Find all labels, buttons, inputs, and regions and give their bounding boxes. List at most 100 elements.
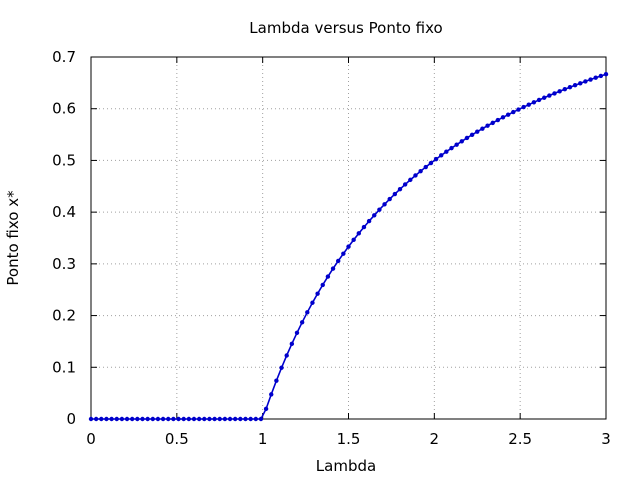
data-point: [258, 416, 264, 422]
data-point: [593, 75, 598, 80]
data-point: [145, 416, 150, 422]
data-point: [366, 218, 372, 224]
grid: [91, 57, 606, 419]
data-point: [160, 416, 166, 422]
data-point: [114, 416, 119, 422]
data-point: [88, 416, 94, 422]
data-point: [511, 109, 516, 115]
data-point: [166, 416, 171, 422]
data-point: [336, 258, 341, 264]
data-point: [578, 81, 583, 86]
data-point: [233, 416, 238, 422]
data-point: [305, 310, 310, 315]
data-point: [320, 282, 325, 288]
data-point: [263, 406, 269, 412]
data-point: [583, 79, 588, 84]
data-point: [408, 177, 413, 183]
y-tick-label: 0: [66, 410, 76, 428]
data-point: [279, 365, 284, 370]
data-point: [433, 156, 439, 162]
data-point: [521, 104, 526, 110]
data-point: [217, 416, 222, 422]
axis-ticks: 0 0.5 1 1.5 2 2.5 3 0 0.1 0.2 0.3 0.4 0.5 0.6 0.7: [52, 48, 611, 448]
x-tick-label: 2.5: [508, 430, 532, 448]
data-point: [196, 416, 202, 422]
data-point: [269, 392, 274, 397]
data-point: [104, 416, 109, 422]
data-point: [181, 416, 186, 422]
data-point: [186, 416, 192, 422]
data-point: [526, 102, 531, 107]
data-point: [109, 416, 114, 422]
data-point: [557, 89, 562, 94]
data-point: [459, 139, 464, 144]
data-point: [315, 291, 320, 296]
data-point: [542, 95, 547, 100]
data-point: [227, 416, 233, 422]
data-point: [135, 416, 140, 422]
data-point: [130, 416, 135, 422]
data-point: [330, 266, 336, 271]
data-point: [253, 416, 258, 422]
data-point: [361, 224, 367, 230]
data-point: [531, 100, 537, 105]
data-point: [505, 112, 511, 117]
data-point: [341, 251, 346, 256]
data-point: [500, 115, 506, 120]
data-point: [603, 72, 609, 77]
data-point: [310, 300, 315, 305]
data-point: [346, 244, 351, 249]
y-axis-label: Ponto fixo x*: [4, 190, 22, 286]
data-point: [238, 416, 243, 422]
data-point: [392, 191, 398, 197]
data-point: [485, 123, 490, 128]
data-point: [377, 207, 382, 212]
y-tick-label: 0.2: [52, 307, 76, 325]
data-point: [171, 416, 176, 422]
y-tick-label: 0.7: [52, 48, 76, 66]
data-point: [176, 416, 181, 422]
data-point: [284, 353, 289, 358]
data-point: [207, 416, 212, 422]
data-point: [490, 120, 495, 126]
y-tick-label: 0.1: [52, 358, 76, 376]
data-point: [464, 135, 470, 141]
data-point: [598, 73, 604, 79]
y-tick-label: 0.4: [52, 203, 76, 221]
data-point: [191, 416, 197, 422]
x-tick-label: 1.5: [337, 430, 361, 448]
data-point: [562, 87, 567, 92]
y-tick-label: 0.6: [52, 100, 76, 118]
data-point: [289, 341, 295, 347]
data-point: [418, 168, 423, 174]
chart-title: Lambda versus Ponto fixo: [249, 19, 442, 37]
data-point: [150, 416, 155, 422]
x-tick-label: 0.5: [165, 430, 189, 448]
data-point: [449, 145, 454, 151]
data-point: [356, 231, 361, 236]
data-point: [572, 83, 578, 88]
data-point: [140, 416, 145, 422]
data-point: [274, 378, 279, 383]
data-point: [552, 91, 557, 96]
x-axis-label: Lambda: [316, 457, 376, 475]
data-point: [495, 117, 501, 123]
data-point: [402, 182, 408, 187]
data-point: [93, 416, 99, 422]
data-point: [202, 416, 207, 422]
data-point: [454, 142, 459, 147]
data-point: [516, 107, 521, 112]
data-point: [444, 149, 449, 154]
data-point: [547, 93, 552, 98]
data-point: [299, 320, 305, 325]
data-point: [423, 164, 428, 170]
data-point: [248, 416, 253, 422]
x-tick-label: 1: [258, 430, 268, 448]
data-point: [222, 416, 228, 422]
data-point: [372, 213, 377, 218]
data-point: [382, 202, 387, 207]
x-tick-label: 2: [430, 430, 440, 448]
data-point: [351, 237, 356, 243]
data-point: [212, 416, 217, 422]
